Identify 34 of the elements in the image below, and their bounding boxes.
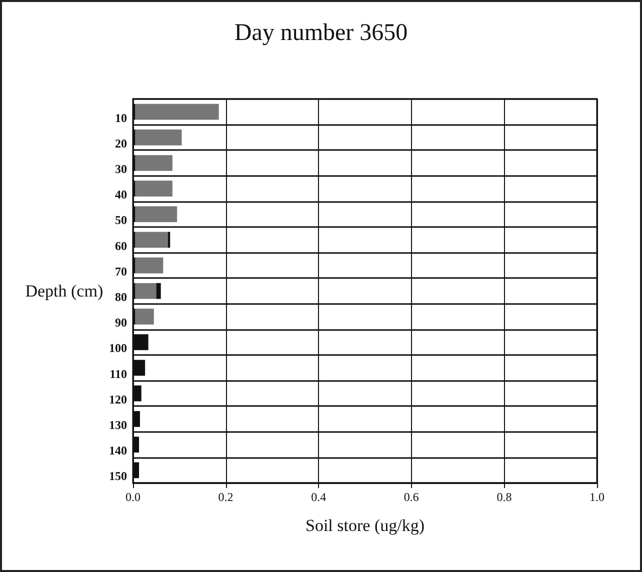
y-tick-label: 150 [109, 469, 127, 484]
x-tick-label: 0.6 [404, 490, 419, 504]
bar [135, 206, 178, 222]
bar [135, 129, 182, 146]
bar [135, 232, 168, 248]
bar [135, 283, 156, 299]
bar [135, 308, 154, 325]
y-tick-label: 70 [115, 264, 127, 278]
y-tick-label: 60 [115, 238, 127, 253]
y-tick-label: 120 [109, 392, 127, 406]
x-axis-title: Soil store (ug/kg) [306, 516, 424, 535]
y-tick-label: 20 [115, 136, 127, 150]
y-axis-title: Depth (cm) [25, 282, 104, 300]
y-tick-label: 100 [109, 341, 127, 356]
y-tick-label: 50 [115, 213, 127, 228]
y-tick-label: 130 [109, 418, 127, 432]
y-tick-label: 80 [115, 290, 127, 304]
y-tick-label: 110 [110, 366, 127, 381]
x-tick-label: 0.0 [126, 490, 140, 504]
x-tick-label: 1.0 [590, 490, 604, 504]
bar [156, 283, 161, 299]
y-tick-label: 90 [115, 316, 127, 330]
y-tick-label: 140 [109, 444, 127, 458]
bar [135, 104, 219, 120]
x-tick-label: 0.2 [218, 490, 234, 504]
bar [135, 257, 164, 274]
bar [135, 180, 172, 197]
y-tick-label: 40 [115, 188, 127, 202]
x-tick-label: 0.8 [496, 490, 512, 504]
x-tick-label: 0.4 [311, 490, 326, 504]
y-tick-label: 30 [115, 162, 127, 176]
y-tick-label: 10 [115, 110, 127, 125]
bar [135, 155, 172, 171]
chart-title: Day number 3650 [234, 20, 408, 46]
